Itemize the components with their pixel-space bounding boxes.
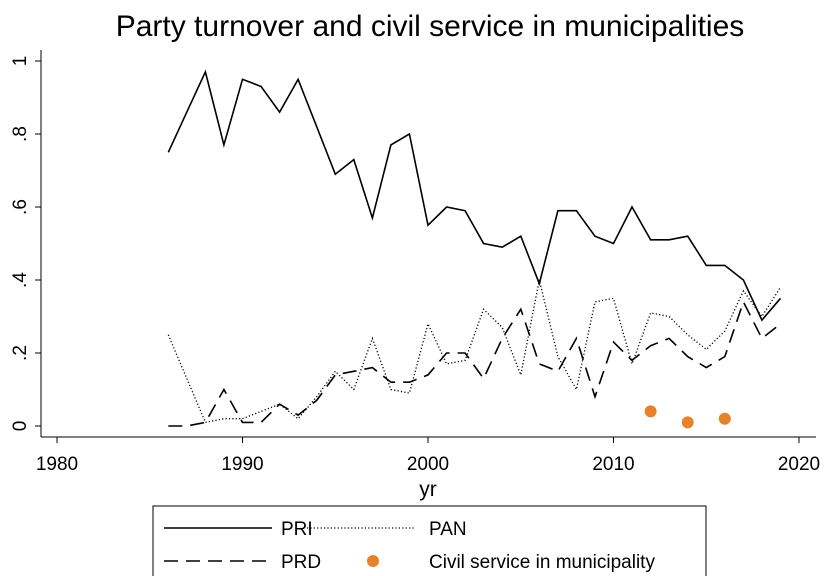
- x-tick-label: 2010: [592, 454, 634, 475]
- series-line-pan: [167, 279, 782, 424]
- y-tick-label: 1: [10, 56, 31, 67]
- y-tick-label: .8: [10, 126, 31, 142]
- legend-label-civil-service: Civil service in municipality: [429, 552, 655, 573]
- y-tick-label: .2: [10, 345, 31, 361]
- x-axis-title: yr: [419, 478, 437, 501]
- x-tick-label: 2000: [407, 454, 449, 475]
- series-group: [167, 69, 782, 429]
- x-tick-label: 1990: [221, 454, 263, 475]
- legend-label-prd: PRD: [281, 552, 321, 573]
- y-ticks: 0 .2 .4 .6 .8 1: [10, 56, 41, 432]
- data-point-civil-service-in-municipality: [644, 405, 657, 418]
- y-tick-label: .4: [10, 272, 31, 288]
- plot-area: 0 .2 .4 .6 .8 1 1980 1990 2000 2010 2020: [10, 50, 820, 475]
- x-tick-label: 1980: [36, 454, 78, 475]
- data-point-civil-service-in-municipality: [681, 416, 694, 429]
- data-point-civil-service-in-municipality: [718, 412, 731, 425]
- chart-title: Party turnover and civil service in muni…: [116, 10, 745, 43]
- x-ticks: 1980 1990 2000 2010 2020: [36, 437, 820, 475]
- legend-label-pan: PAN: [429, 519, 467, 540]
- legend: PRI PAN PRD Civil service in municipalit…: [152, 505, 707, 576]
- series-line-prd: [168, 299, 781, 427]
- legend-label-pri: PRI: [281, 519, 313, 540]
- legend-box: [152, 505, 707, 576]
- x-tick-label: 2020: [778, 454, 820, 475]
- y-tick-label: 0: [10, 421, 31, 432]
- legend-key-civil-service: [367, 555, 379, 567]
- series-line-pri: [167, 69, 782, 322]
- y-tick-label: .6: [10, 199, 31, 215]
